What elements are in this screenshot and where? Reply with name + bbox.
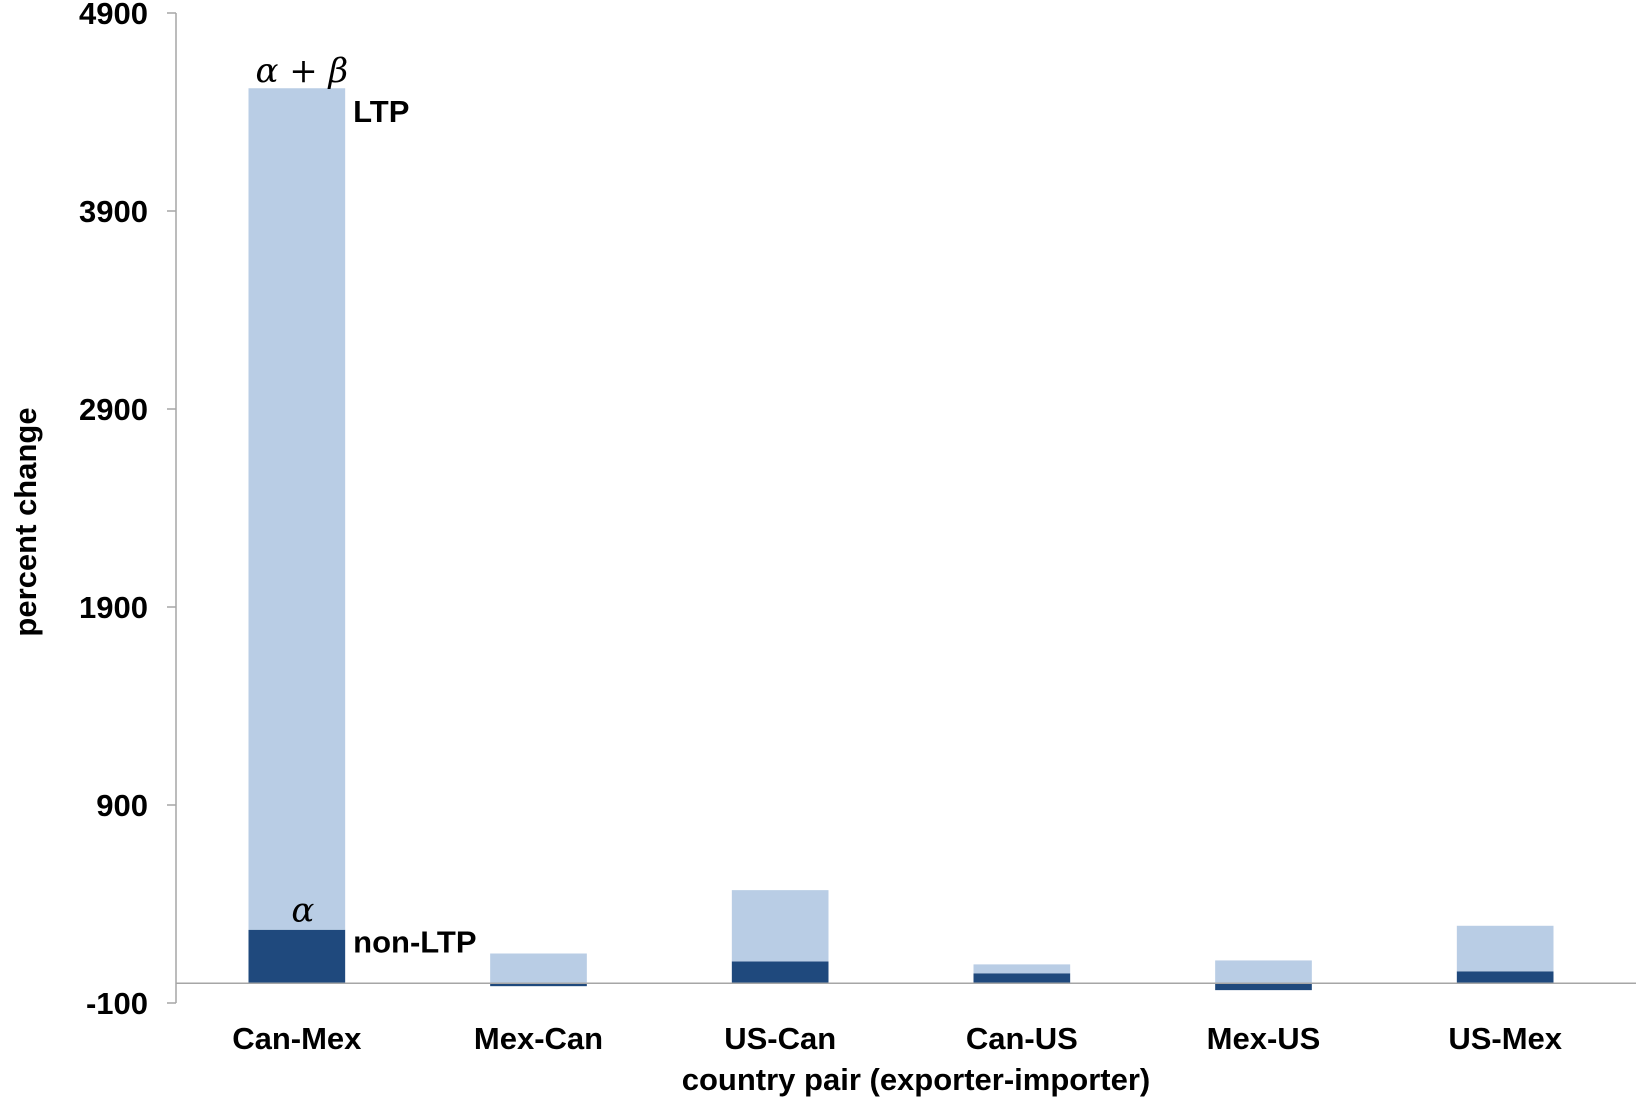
x-category-label: Can-US <box>966 1021 1078 1056</box>
x-category-label: Mex-Can <box>474 1021 603 1056</box>
bar-ltp-us-can <box>731 890 829 962</box>
y-tick-label: 900 <box>96 788 148 823</box>
bar-non-ltp-mex-us <box>1215 983 1312 991</box>
axis-layer <box>175 13 1636 1003</box>
bars-layer <box>248 88 1554 991</box>
bar-ltp-mex-us <box>1215 960 1312 984</box>
x-axis-title: country pair (exporter-importer) <box>682 1062 1151 1097</box>
bar-non-ltp-mex-can <box>490 983 587 987</box>
bar-non-ltp-can-us <box>973 973 1071 984</box>
x-category-label: US-Mex <box>1448 1021 1562 1056</box>
annotation-non-ltp: non-LTP <box>353 925 476 960</box>
annotation-alpha: α <box>291 891 314 931</box>
bar-non-ltp-us-mex <box>1456 971 1554 984</box>
bar-ltp-us-mex <box>1456 925 1554 972</box>
bar-ltp-can-us <box>973 964 1071 974</box>
x-category-label: Can-Mex <box>232 1021 362 1056</box>
y-tick-label: 4900 <box>79 0 148 31</box>
y-tick-label: -100 <box>86 986 148 1021</box>
x-category-label: US-Can <box>724 1021 836 1056</box>
y-tick-label: 1900 <box>79 590 148 625</box>
bar-ltp-mex-can <box>490 953 587 984</box>
x-category-labels: Can-Mex Mex-Can US-Can Can-US Mex-US US-Mex <box>232 1021 1563 1056</box>
bar-ltp-can-mex <box>248 88 346 930</box>
x-category-label: Mex-US <box>1207 1021 1321 1056</box>
y-tick-label: 2900 <box>79 392 148 427</box>
annotation-alpha-plus-beta: α + β <box>255 51 348 91</box>
annotation-ltp: LTP <box>353 94 409 129</box>
y-ticks: -100 900 1900 2900 3900 4900 <box>79 0 176 1021</box>
bar-non-ltp-us-can <box>731 961 829 984</box>
y-axis-title: percent change <box>8 407 43 636</box>
y-tick-label: 3900 <box>79 194 148 229</box>
bar-non-ltp-can-mex <box>248 929 346 984</box>
